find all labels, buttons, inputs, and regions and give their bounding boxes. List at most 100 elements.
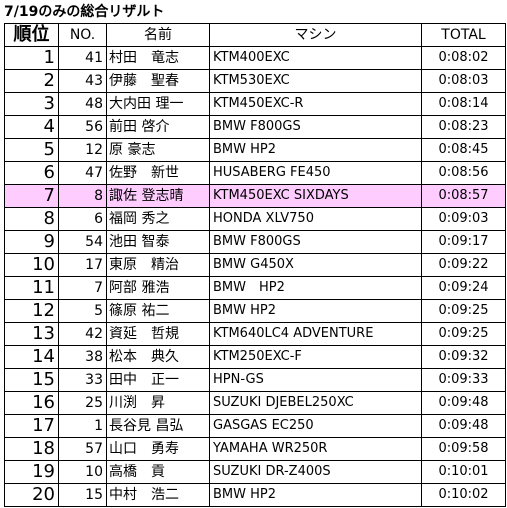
- total-cell: 0:09:58: [421, 437, 506, 461]
- header-machine: マシン: [209, 23, 422, 47]
- table-row: 4 56 前田 啓介 BMW F800GS 0:08:23: [4, 115, 506, 139]
- total-cell: 0:08:45: [421, 138, 506, 162]
- total-cell: 0:09:33: [421, 368, 506, 392]
- machine-cell: SUZUKI DR-Z400S: [209, 460, 422, 484]
- table-row: 11 7 阿部 雅浩 BMW HP2 0:09:24: [4, 276, 506, 300]
- name-cell: 高橋 貢: [106, 460, 210, 484]
- no-cell: 57: [58, 437, 107, 461]
- name-cell: 村田 竜志: [106, 46, 210, 70]
- table-row: 18 57 山口 勇寿 YAMAHA WR250R 0:09:58: [4, 437, 506, 461]
- table-row: 6 47 佐野 新世 HUSABERG FE450 0:08:56: [4, 161, 506, 185]
- machine-cell: KTM640LC4 ADVENTURE: [209, 322, 422, 346]
- name-cell: 山口 勇寿: [106, 437, 210, 461]
- table-row: 16 25 川渕 昇 SUZUKI DJEBEL250XC 0:09:48: [4, 391, 506, 415]
- rank-cell: 8: [4, 207, 59, 231]
- page-title: 7/19のみの総合リザルト: [4, 4, 165, 20]
- table-row: 5 12 原 豪志 BMW HP2 0:08:45: [4, 138, 506, 162]
- machine-cell: SUZUKI DJEBEL250XC: [209, 391, 422, 415]
- no-cell: 48: [58, 92, 107, 116]
- table-row: 17 1 長谷見 昌弘 GASGAS EC250 0:09:48: [4, 414, 506, 438]
- machine-cell: KTM250EXC-F: [209, 345, 422, 369]
- table-row: 14 38 松本 典久 KTM250EXC-F 0:09:32: [4, 345, 506, 369]
- rank-cell: 2: [4, 69, 59, 93]
- no-cell: 33: [58, 368, 107, 392]
- total-cell: 0:08:57: [421, 184, 506, 208]
- header-no: NO.: [58, 23, 107, 47]
- machine-cell: HUSABERG FE450: [209, 161, 422, 185]
- name-cell: 川渕 昇: [106, 391, 210, 415]
- total-cell: 0:08:02: [421, 46, 506, 70]
- table-row: 8 6 福岡 秀之 HONDA XLV750 0:09:03: [4, 207, 506, 231]
- table-row: 20 15 中村 浩二 BMW HP2 0:10:02: [4, 483, 506, 507]
- results-table: 順位 NO. 名前 マシン TOTAL 1 41 村田 竜志 KTM400EXC 0:0…: [4, 23, 506, 507]
- table-row: 13 42 資延 哲規 KTM640LC4 ADVENTURE 0:09:25: [4, 322, 506, 346]
- rank-cell: 19: [4, 460, 59, 484]
- name-cell: 福岡 秀之: [106, 207, 210, 231]
- machine-cell: BMW F800GS: [209, 230, 422, 254]
- total-cell: 0:08:03: [421, 69, 506, 93]
- table-row: 15 33 田中 正一 HPN-GS 0:09:33: [4, 368, 506, 392]
- rank-cell: 14: [4, 345, 59, 369]
- rank-cell: 3: [4, 92, 59, 116]
- no-cell: 17: [58, 253, 107, 277]
- rank-cell: 7: [4, 184, 59, 208]
- rank-cell: 12: [4, 299, 59, 323]
- name-cell: 資延 哲規: [106, 322, 210, 346]
- name-cell: 佐野 新世: [106, 161, 210, 185]
- total-cell: 0:08:56: [421, 161, 506, 185]
- table-row: 12 5 篠原 祐二 BMW HP2 0:09:25: [4, 299, 506, 323]
- rank-cell: 15: [4, 368, 59, 392]
- no-cell: 15: [58, 483, 107, 507]
- rank-cell: 10: [4, 253, 59, 277]
- total-cell: 0:09:48: [421, 391, 506, 415]
- rank-cell: 5: [4, 138, 59, 162]
- total-cell: 0:09:25: [421, 299, 506, 323]
- machine-cell: BMW HP2: [209, 299, 422, 323]
- machine-cell: KTM450EXC-R: [209, 92, 422, 116]
- table-row: 7 8 諏佐 登志晴 KTM450EXC SIXDAYS 0:08:57: [4, 184, 506, 208]
- table-row: 1 41 村田 竜志 KTM400EXC 0:08:02: [4, 46, 506, 70]
- rank-cell: 20: [4, 483, 59, 507]
- rank-cell: 4: [4, 115, 59, 139]
- table-row: 3 48 大内田 理一 KTM450EXC-R 0:08:14: [4, 92, 506, 116]
- no-cell: 6: [58, 207, 107, 231]
- table-row: 9 54 池田 智泰 BMW F800GS 0:09:17: [4, 230, 506, 254]
- no-cell: 25: [58, 391, 107, 415]
- machine-cell: KTM400EXC: [209, 46, 422, 70]
- name-cell: 田中 正一: [106, 368, 210, 392]
- rank-cell: 16: [4, 391, 59, 415]
- header-row: 順位 NO. 名前 マシン TOTAL: [4, 23, 506, 47]
- machine-cell: GASGAS EC250: [209, 414, 422, 438]
- total-cell: 0:09:25: [421, 322, 506, 346]
- table-row: 10 17 東原 精治 BMW G450X 0:09:22: [4, 253, 506, 277]
- name-cell: 諏佐 登志晴: [106, 184, 210, 208]
- total-cell: 0:10:01: [421, 460, 506, 484]
- no-cell: 56: [58, 115, 107, 139]
- name-cell: 篠原 祐二: [106, 299, 210, 323]
- rank-cell: 11: [4, 276, 59, 300]
- no-cell: 1: [58, 414, 107, 438]
- total-cell: 0:09:24: [421, 276, 506, 300]
- total-cell: 0:08:23: [421, 115, 506, 139]
- machine-cell: BMW G450X: [209, 253, 422, 277]
- table-row: 19 10 高橋 貢 SUZUKI DR-Z400S 0:10:01: [4, 460, 506, 484]
- total-cell: 0:09:48: [421, 414, 506, 438]
- no-cell: 42: [58, 322, 107, 346]
- name-cell: 前田 啓介: [106, 115, 210, 139]
- total-cell: 0:09:03: [421, 207, 506, 231]
- machine-cell: HPN-GS: [209, 368, 422, 392]
- rank-cell: 1: [4, 46, 59, 70]
- no-cell: 43: [58, 69, 107, 93]
- machine-cell: BMW HP2: [209, 483, 422, 507]
- header-name: 名前: [106, 23, 210, 47]
- rank-cell: 9: [4, 230, 59, 254]
- name-cell: 原 豪志: [106, 138, 210, 162]
- total-cell: 0:08:14: [421, 92, 506, 116]
- header-total: TOTAL: [421, 23, 506, 47]
- no-cell: 47: [58, 161, 107, 185]
- name-cell: 松本 典久: [106, 345, 210, 369]
- no-cell: 12: [58, 138, 107, 162]
- rank-cell: 6: [4, 161, 59, 185]
- name-cell: 長谷見 昌弘: [106, 414, 210, 438]
- machine-cell: HONDA XLV750: [209, 207, 422, 231]
